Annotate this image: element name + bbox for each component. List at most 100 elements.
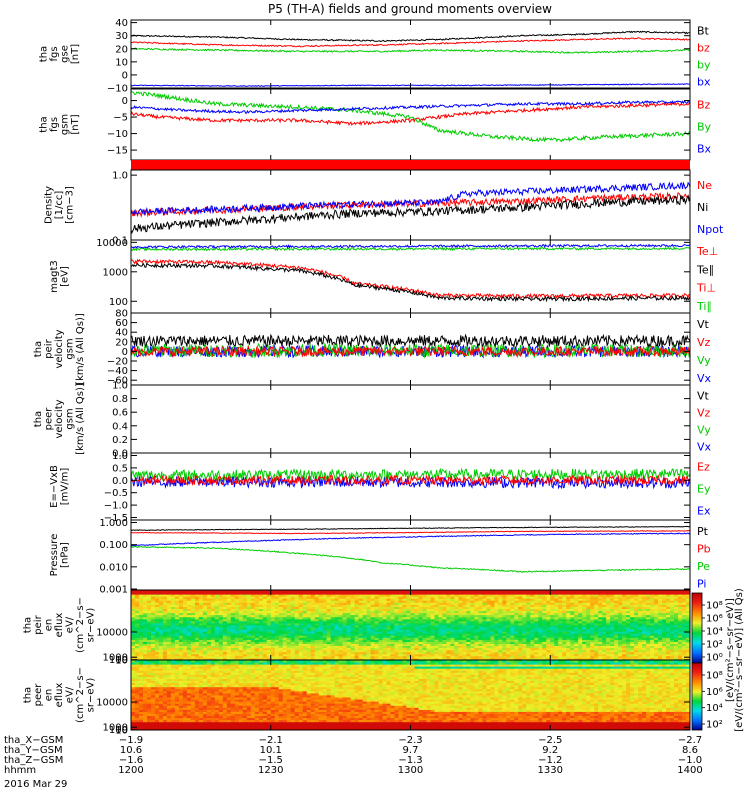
colorbar-upper <box>691 592 703 664</box>
y-axis-label: sr−eV) <box>86 608 97 643</box>
y-tick-label: −10 <box>107 84 128 95</box>
colorbar-tick-label: 10⁸ <box>706 601 723 612</box>
footer-date: 2016 Mar 29 <box>4 779 67 790</box>
series-Vt <box>130 333 691 349</box>
legend-bx: bx <box>697 76 711 89</box>
series-Bt <box>130 30 691 43</box>
y-tick-label: 0.0 <box>112 449 128 460</box>
legend-by: by <box>697 59 711 72</box>
ephemeris-footer: tha_X−GSM −1.9 −2.1 −2.3 −2.5 −2.7 tha_Y−GSM 10… <box>4 735 703 790</box>
y-tick-label: 1.0 <box>112 381 128 392</box>
y-axis-label: [nT] <box>70 44 81 64</box>
y-axis-label: E=−VxB <box>49 465 60 508</box>
y-axis-label: gse <box>59 45 70 63</box>
y-tick-label: 1000 <box>103 653 128 664</box>
colorbar-label-overlap: [eV/(cm²−s−sr−eV)] <box>725 598 736 702</box>
legend-Bt: Bt <box>697 25 710 38</box>
y-tick-label: 1.0 <box>112 171 128 182</box>
legend-Vz: Vz <box>697 336 711 349</box>
panel-pressure: 1.000 0.100 0.010 0.001 Pressure [nPa] Pt Pb Pe P… <box>49 518 711 595</box>
y-tick-label: 1.0 <box>112 451 128 462</box>
y-tick-label: 0.2 <box>112 435 128 446</box>
footer-value: 9.7 <box>403 745 419 756</box>
y-tick-label: 1000 <box>103 267 128 278</box>
y-tick-label: 20 <box>115 337 128 348</box>
footer-value: −1.6 <box>119 755 143 766</box>
y-axis-label: velocity <box>54 399 65 438</box>
y-tick-label: 100 <box>109 655 128 666</box>
y-axis-label: peer <box>33 683 44 707</box>
y-tick-label: −10 <box>107 129 128 140</box>
legend-Te⊥: Te⊥ <box>696 245 718 258</box>
series-Pe <box>130 545 691 573</box>
y-tick-label: 60 <box>115 318 128 329</box>
y-axis-label: eV/ <box>65 616 76 633</box>
series-bz <box>130 37 691 48</box>
colorbar-tick-label: 10² <box>706 640 723 651</box>
footer-value: 1330 <box>538 765 563 776</box>
y-tick-label: 0.0 <box>112 476 128 487</box>
series-Ni <box>130 194 691 235</box>
y-axis-label: fgs <box>49 117 60 132</box>
y-axis-label: velocity <box>54 329 65 368</box>
legend-Pi: Pi <box>697 577 706 590</box>
y-tick-label: 10 <box>115 725 128 736</box>
legend-Ex: Ex <box>697 505 711 518</box>
y-axis-label: tha <box>38 46 49 62</box>
y-tick-label: 0 <box>122 347 128 358</box>
y-axis-label: eflux <box>54 683 65 708</box>
y-tick-label: 0.6 <box>112 408 128 419</box>
colorbar-tick-label: 10⁶ <box>706 687 723 698</box>
y-axis-label: [nPa] <box>59 542 70 568</box>
footer-value: −2.5 <box>538 735 562 746</box>
y-tick-label: 40 <box>115 18 128 29</box>
footer-value: −2.7 <box>678 735 702 746</box>
series-Ti⊥ <box>130 243 691 249</box>
panel-frame <box>130 239 691 314</box>
footer-value: 10.1 <box>260 745 282 756</box>
chart-title: P5 (TH-A) fields and ground moments over… <box>268 2 552 16</box>
footer-value: −1.0 <box>678 755 702 766</box>
legend-Pe: Pe <box>697 560 710 573</box>
panel-electron_velocity: 1.0 0.8 0.6 0.4 0.2 0.0 tha peer velocity gsm [km/… <box>33 381 712 460</box>
footer-row-label: hhmm <box>4 765 36 776</box>
series-By <box>130 90 691 143</box>
legend-Vt: Vt <box>697 318 710 331</box>
legend-bz: bz <box>697 42 710 55</box>
y-axis-label: [nT] <box>70 114 81 134</box>
y-axis-label: gsm <box>65 408 76 429</box>
legend-Ti∥: Ti∥ <box>696 300 712 313</box>
y-tick-label: 0.010 <box>99 562 128 573</box>
legend-Vt: Vt <box>697 390 710 403</box>
y-tick-label: −1.0 <box>104 501 128 512</box>
y-tick-label: 1000 <box>103 723 128 734</box>
footer-value: −1.3 <box>398 755 422 766</box>
footer-value: −1.5 <box>259 755 283 766</box>
series-Ez <box>130 473 691 487</box>
legend-Bx: Bx <box>697 143 712 156</box>
y-tick-label: −15 <box>107 146 128 157</box>
colorbar-tick-label: 10² <box>706 720 723 731</box>
y-axis-label: [1/cc] <box>54 191 65 220</box>
y-tick-label: 0.5 <box>112 463 128 474</box>
y-axis-label: peir <box>44 338 55 358</box>
legend-Vy: Vy <box>697 424 711 437</box>
series-Pt <box>130 525 691 532</box>
footer-value: 8.6 <box>682 745 698 756</box>
y-tick-label: 10 <box>115 57 128 68</box>
legend-Ey: Ey <box>697 483 711 496</box>
panel-temperature: 10000 1000 100 magt3 [eV] Te⊥ Te∥ Ti⊥ Ti∥ <box>49 238 718 314</box>
series-Vz <box>130 344 691 359</box>
legend-By: By <box>697 121 712 134</box>
colorbar-lower <box>691 662 703 731</box>
footer-value: 10.6 <box>120 745 142 756</box>
colorbar-tick-label: 10⁴ <box>706 627 723 638</box>
footer-row-label: tha_Y−GSM <box>4 745 63 756</box>
panel-frame <box>130 19 691 89</box>
legend-Ni: Ni <box>697 201 708 214</box>
y-tick-label: 0.1 <box>112 236 128 247</box>
series-Npot <box>130 181 691 217</box>
